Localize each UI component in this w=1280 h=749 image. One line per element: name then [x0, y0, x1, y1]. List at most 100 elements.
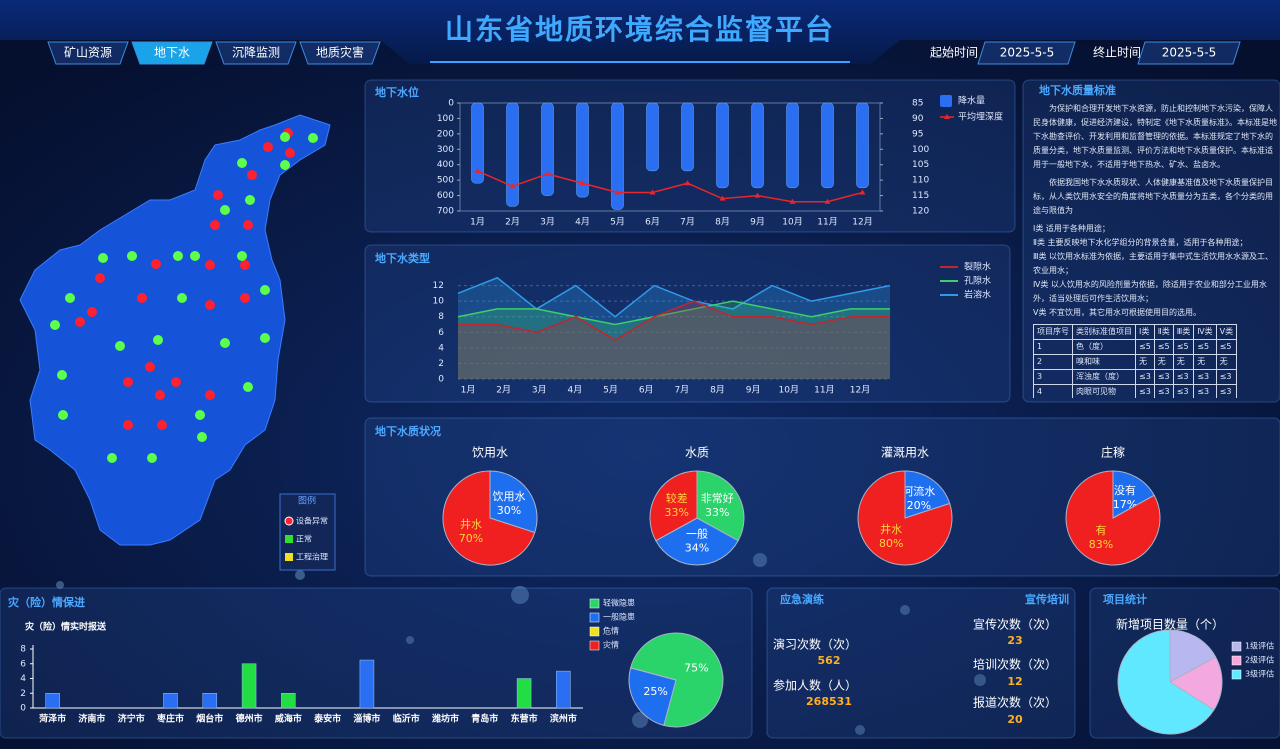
stat-label: 演习次数（次）: [773, 637, 857, 652]
y-tick-label: 8: [20, 645, 26, 655]
bar: [281, 693, 296, 709]
x-tick-label: 淄博市: [353, 713, 380, 725]
map-marker: [107, 453, 117, 463]
x-tick-label: 10月: [779, 385, 799, 396]
y-tick-label: 6: [438, 328, 444, 338]
line-marker: [684, 180, 691, 186]
bar: [541, 102, 554, 196]
pie-slice: [1112, 470, 1155, 519]
legend-label: 灾情: [603, 640, 619, 650]
panel-title: 宣传培训: [1025, 592, 1069, 606]
nav-tab[interactable]: [131, 41, 213, 65]
bar: [163, 693, 178, 709]
bar: [516, 678, 532, 709]
map-marker: [65, 293, 75, 303]
legend-label: 2级评估: [1245, 655, 1274, 665]
table-cell: ≤5: [1172, 339, 1195, 355]
table-cell: 4: [1033, 384, 1073, 398]
table-cell: ≤5: [1215, 339, 1238, 355]
map-marker: [285, 148, 295, 158]
table-cell: ≤3: [1215, 384, 1238, 398]
panel-title: 项目统计: [1103, 592, 1147, 606]
x-tick-label: 11月: [814, 385, 834, 396]
panel-title: 应急演练: [780, 592, 824, 606]
table-cell: 嗅和味: [1072, 354, 1136, 370]
date-box[interactable]: [1137, 41, 1241, 65]
y-tick-label: 300: [437, 145, 454, 155]
date-box[interactable]: [977, 41, 1076, 65]
nav-tab[interactable]: [299, 41, 381, 65]
pie-slice: [1117, 629, 1215, 735]
legend-swatch: [1231, 655, 1242, 666]
bar: [202, 693, 218, 709]
x-tick-label: 烟台市: [196, 713, 223, 725]
map-legend-label: 设备异常: [296, 516, 328, 526]
bar: [556, 670, 571, 709]
x-tick-label: 7月: [674, 385, 689, 396]
y2-tick-label: 120: [912, 207, 929, 217]
map-marker: [147, 453, 157, 463]
line-series: [477, 170, 863, 203]
standard-paragraph: Ⅳ类 以人饮用水的风险剂量为依据，除适用于农业和部分工业用水外，适当处理后可作生…: [1033, 280, 1267, 303]
bar: [821, 102, 834, 189]
map-marker: [137, 293, 147, 303]
x-tick-label: 泰安市: [313, 713, 341, 725]
map-marker: [145, 362, 155, 372]
map-marker: [205, 300, 215, 310]
area-line: [458, 300, 890, 341]
y2-tick-label: 110: [912, 176, 929, 186]
pie-title: 水质: [685, 446, 709, 460]
pie-value-label: 70%: [459, 532, 483, 545]
table-cell: 3: [1033, 369, 1073, 385]
y-tick-label: 0: [438, 375, 444, 385]
x-tick-label: 8月: [715, 217, 730, 228]
map-marker: [220, 205, 230, 215]
pie-value-label: 34%: [685, 542, 709, 555]
legend-label: 危情: [603, 626, 619, 636]
legend-label: 1级评估: [1245, 641, 1274, 651]
map-legend-swatch: [285, 535, 293, 543]
nav-tab[interactable]: [47, 41, 129, 65]
legend-swatch: [589, 640, 600, 651]
line-marker: [649, 189, 656, 195]
x-tick-label: 3月: [540, 217, 555, 228]
bar: [681, 102, 694, 172]
legend-swatch: [589, 612, 600, 623]
line-marker: [614, 189, 621, 195]
map-marker: [50, 320, 60, 330]
stat-label: 参加人数（人）: [773, 678, 857, 693]
line-marker: [474, 167, 481, 173]
map-marker: [75, 317, 85, 327]
pie-label: 一般: [686, 528, 708, 541]
bar: [45, 693, 60, 709]
nav-tab[interactable]: [215, 41, 297, 65]
legend-label: 3级评估: [1245, 669, 1274, 679]
line-marker: [719, 195, 726, 201]
table-cell: 色（度）: [1072, 339, 1136, 355]
map-legend-swatch: [285, 553, 293, 561]
x-tick-label: 滨州市: [550, 713, 577, 725]
legend-swatch: [589, 626, 600, 637]
y-tick-label: 4: [20, 674, 26, 684]
pie-value-label: 20%: [907, 499, 931, 512]
pie-slice: [904, 470, 951, 519]
map-marker: [58, 410, 68, 420]
map-marker: [243, 382, 253, 392]
table-cell: ≤5: [1153, 339, 1174, 355]
bar: [716, 102, 729, 189]
table-header-cell: Ⅲ类: [1172, 324, 1195, 340]
legend-label: 轻微隐患: [603, 598, 635, 608]
bar: [471, 102, 484, 184]
legend-label: 一般隐患: [603, 612, 635, 622]
table-cell: ≤3: [1135, 369, 1155, 385]
table-row: 2 嗅和味无无无无无: [1033, 354, 1238, 370]
table-header-cell: 类别标准值项目: [1072, 324, 1136, 340]
area-line: [457, 276, 891, 318]
table-cell: ≤3: [1135, 384, 1155, 398]
table-cell: ≤3: [1215, 369, 1238, 385]
map-marker: [177, 293, 187, 303]
end-date: 2025-5-5: [1162, 46, 1216, 60]
table-cell: 无: [1215, 354, 1238, 370]
line-marker: [509, 183, 516, 189]
